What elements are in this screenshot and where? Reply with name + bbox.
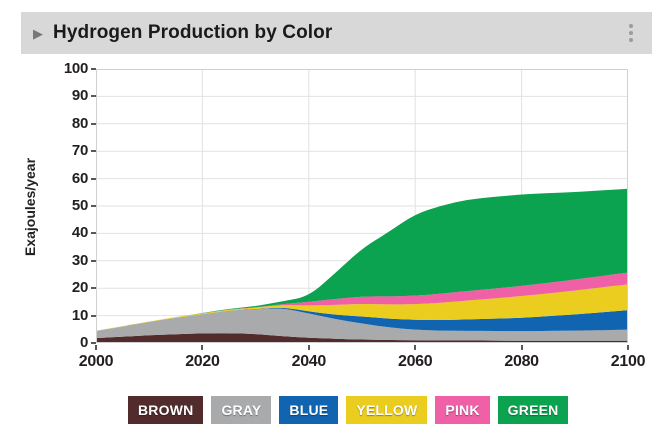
y-tick-mark <box>91 150 96 153</box>
series-area-blue <box>96 307 628 332</box>
legend-item-yellow[interactable]: YELLOW <box>346 396 428 424</box>
panel-header[interactable]: ▶ Hydrogen Production by Color <box>21 12 652 54</box>
legend-item-pink[interactable]: PINK <box>435 396 490 424</box>
x-tick-label: 2060 <box>397 353 433 370</box>
y-tick-mark <box>91 342 96 344</box>
x-tick-label: 2100 <box>610 353 646 370</box>
x-tick-label: 2040 <box>291 353 327 370</box>
panel-title: Hydrogen Production by Color <box>53 22 333 43</box>
x-tick-mark <box>307 345 310 350</box>
y-tick-label: 0 <box>79 334 88 351</box>
x-tick-mark <box>95 345 97 350</box>
series-area-yellow <box>96 284 628 331</box>
y-tick-mark <box>91 205 96 207</box>
y-tick-label: 50 <box>71 197 88 214</box>
x-tick-label: 2080 <box>504 353 539 370</box>
collapse-arrow-icon[interactable]: ▶ <box>33 25 43 41</box>
legend-item-green[interactable]: GREEN <box>497 396 569 424</box>
y-tick-mark <box>91 122 96 125</box>
series-area-green <box>96 188 628 331</box>
y-tick-mark <box>91 95 96 98</box>
y-tick-label: 80 <box>71 114 88 132</box>
x-tick-mark <box>627 345 629 350</box>
series-area-pink <box>96 272 628 331</box>
chart-legend: BROWN GRAY BLUE YELLOW PINK GREEN <box>128 396 569 424</box>
y-tick-mark <box>91 259 96 262</box>
legend-item-gray[interactable]: GRAY <box>211 396 272 424</box>
x-tick-mark <box>201 345 204 350</box>
chart-plot-area <box>96 69 628 343</box>
legend-item-blue[interactable]: BLUE <box>279 396 339 424</box>
legend-item-brown[interactable]: BROWN <box>128 396 204 424</box>
y-tick-label: 100 <box>63 60 88 77</box>
x-tick-label: 2000 <box>78 353 114 370</box>
x-tick-mark <box>520 345 523 350</box>
series-area-gray <box>96 308 628 341</box>
y-tick-label: 40 <box>71 224 88 242</box>
x-tick-mark <box>414 345 417 350</box>
y-axis-title: Exajoules/year <box>22 157 38 257</box>
y-tick-label: 20 <box>71 279 88 297</box>
y-tick-label: 90 <box>71 87 88 105</box>
y-tick-label: 60 <box>71 169 88 187</box>
y-tick-label: 10 <box>71 306 88 324</box>
x-tick-label: 2020 <box>185 353 220 370</box>
y-tick-mark <box>91 68 96 70</box>
y-tick-mark <box>91 232 96 235</box>
kebab-menu-icon[interactable] <box>626 21 636 45</box>
y-tick-mark <box>91 287 96 290</box>
y-tick-mark <box>91 314 96 317</box>
y-tick-label: 70 <box>71 142 88 160</box>
series-area-brown <box>96 333 628 343</box>
y-tick-label: 30 <box>71 251 88 269</box>
y-tick-mark <box>91 177 96 180</box>
